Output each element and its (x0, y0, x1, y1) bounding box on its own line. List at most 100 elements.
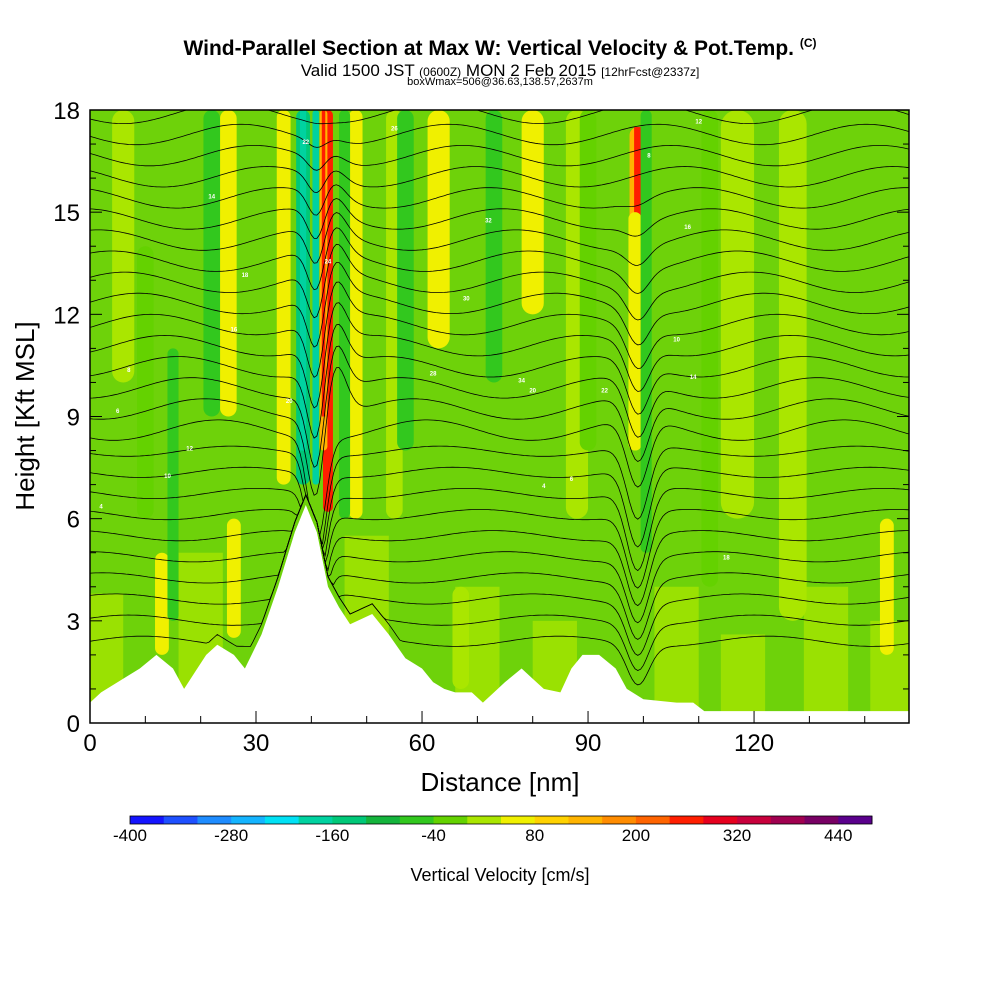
isentrope-line (90, 227, 909, 294)
isentrope-line (90, 198, 909, 239)
colorbar-swatch (399, 816, 435, 824)
updraft-band (521, 110, 544, 315)
axes: 0 30 60 90 120 0 3 6 9 12 15 18 (53, 98, 909, 757)
updraft-band (276, 110, 291, 485)
weak-updraft-patch (803, 586, 849, 723)
isentrope-line (90, 262, 909, 348)
isentrope-line (90, 243, 909, 321)
isentrope-line (90, 445, 909, 545)
isentrope-line (90, 367, 909, 496)
title-text: Wind-Parallel Section at Max W: Vertical… (183, 37, 794, 60)
isentrope-line (90, 166, 909, 194)
isentrope-label: 18 (242, 273, 249, 279)
isentrope-line (90, 493, 909, 686)
isentrope-label: 8 (127, 368, 131, 374)
colorbar-swatch (703, 816, 738, 824)
isentrope-label: 16 (684, 225, 691, 231)
downdraft-band (397, 110, 414, 451)
y-tick-label: 18 (53, 98, 80, 125)
colorbar-swatch (130, 816, 165, 824)
downdraft-band (167, 348, 179, 621)
isentrope-line (90, 345, 909, 468)
terrain-mask (90, 505, 909, 723)
isentrope-label: 6 (116, 409, 120, 415)
colorbar-swatch (804, 816, 839, 824)
colorbar-swatch (534, 816, 569, 824)
downdraft-band (485, 110, 503, 383)
y-tick-label: 15 (53, 200, 80, 227)
updraft-band (112, 110, 135, 383)
isentrope-line (90, 493, 909, 624)
isentrope-line (90, 110, 909, 125)
x-tick-label: 90 (575, 730, 602, 757)
isentrope-label: 32 (485, 218, 492, 224)
isentrope-label: 14 (208, 195, 215, 201)
isentrope-label: 4 (99, 504, 103, 510)
chart-title: Wind-Parallel Section at Max W: Vertical… (0, 36, 1000, 61)
isentrope-line (90, 493, 909, 656)
isentrope-label: 20 (286, 399, 293, 405)
copyright-mark: (C) (799, 36, 817, 50)
y-axis-label: Height [Kft MSL] (10, 321, 40, 510)
isentrope-label: 10 (164, 474, 171, 480)
isentrope-contours (90, 110, 909, 686)
velocity-field (90, 110, 909, 723)
updraft-band-core (325, 110, 331, 478)
colorbar-swatch (568, 816, 603, 824)
colorbar-swatch (264, 816, 300, 824)
colorbar-swatch (197, 816, 232, 824)
colorbar-tick-label: -160 (315, 826, 349, 845)
colorbar-swatch (467, 816, 502, 824)
downdraft-band (339, 110, 351, 519)
colorbar-tick-label: -280 (214, 826, 248, 845)
isentrope-label: 18 (723, 556, 730, 562)
colorbar-tick-label: 200 (622, 826, 650, 845)
isentrope-label: 4 (542, 484, 546, 490)
y-tick-label: 0 (67, 711, 80, 738)
isentrope-line (90, 493, 909, 640)
x-tick-label: 120 (734, 730, 774, 757)
y-tick-label: 9 (67, 405, 80, 432)
isentrope-line (90, 212, 909, 266)
isentrope-label: 16 (231, 327, 238, 333)
colorbar-tick-label: 80 (525, 826, 544, 845)
valid-date: MON 2 Feb 2015 (465, 61, 597, 80)
forecast-info: [12hrFcst@2337z] (601, 65, 700, 79)
isentrope-line (90, 323, 909, 439)
updraft-band (155, 552, 169, 655)
updraft-band (720, 110, 755, 519)
isentrope-label: 20 (529, 389, 536, 395)
valid-time-line: Valid 1500 JST (0600Z) MON 2 Feb 2015 [1… (0, 61, 1000, 81)
updraft-band (226, 518, 241, 638)
updraft-band (427, 110, 450, 349)
isentrope-line (90, 419, 909, 536)
colorbar-tick-label: -400 (113, 826, 147, 845)
x-axis-label: Distance [nm] (421, 767, 580, 797)
y-tick-label: 6 (67, 507, 80, 534)
isentrope-line (90, 488, 909, 572)
colorbar-swatch (669, 816, 704, 824)
downdraft-band-core (314, 110, 318, 451)
colorbar-swatch (231, 816, 266, 824)
colorbar-swatch (770, 816, 806, 824)
isentrope-line (90, 281, 909, 378)
downdraft-band (701, 110, 719, 587)
colorbar-label: Vertical Velocity [cm/s] (410, 865, 589, 885)
colorbar-tick-label: 440 (824, 826, 852, 845)
isentrope-line (90, 123, 909, 148)
x-tick-label: 0 (83, 730, 96, 757)
y-tick-label: 3 (67, 609, 80, 636)
colorbar: -400 -280 -160 -40 80 200 320 440 (113, 815, 873, 845)
colorbar-swatch (298, 816, 333, 824)
isentrope-line (90, 466, 909, 550)
updraft-band (220, 110, 237, 417)
updraft-band (348, 110, 363, 519)
isentrope-label: 26 (391, 126, 398, 132)
isentrope-label: 22 (601, 389, 608, 395)
valid-utc: (0600Z) (419, 65, 462, 79)
colorbar-swatch (163, 816, 198, 824)
isentrope-line (90, 493, 909, 671)
colorbar-swatch (737, 816, 772, 824)
isentrope-label: 10 (673, 338, 680, 344)
